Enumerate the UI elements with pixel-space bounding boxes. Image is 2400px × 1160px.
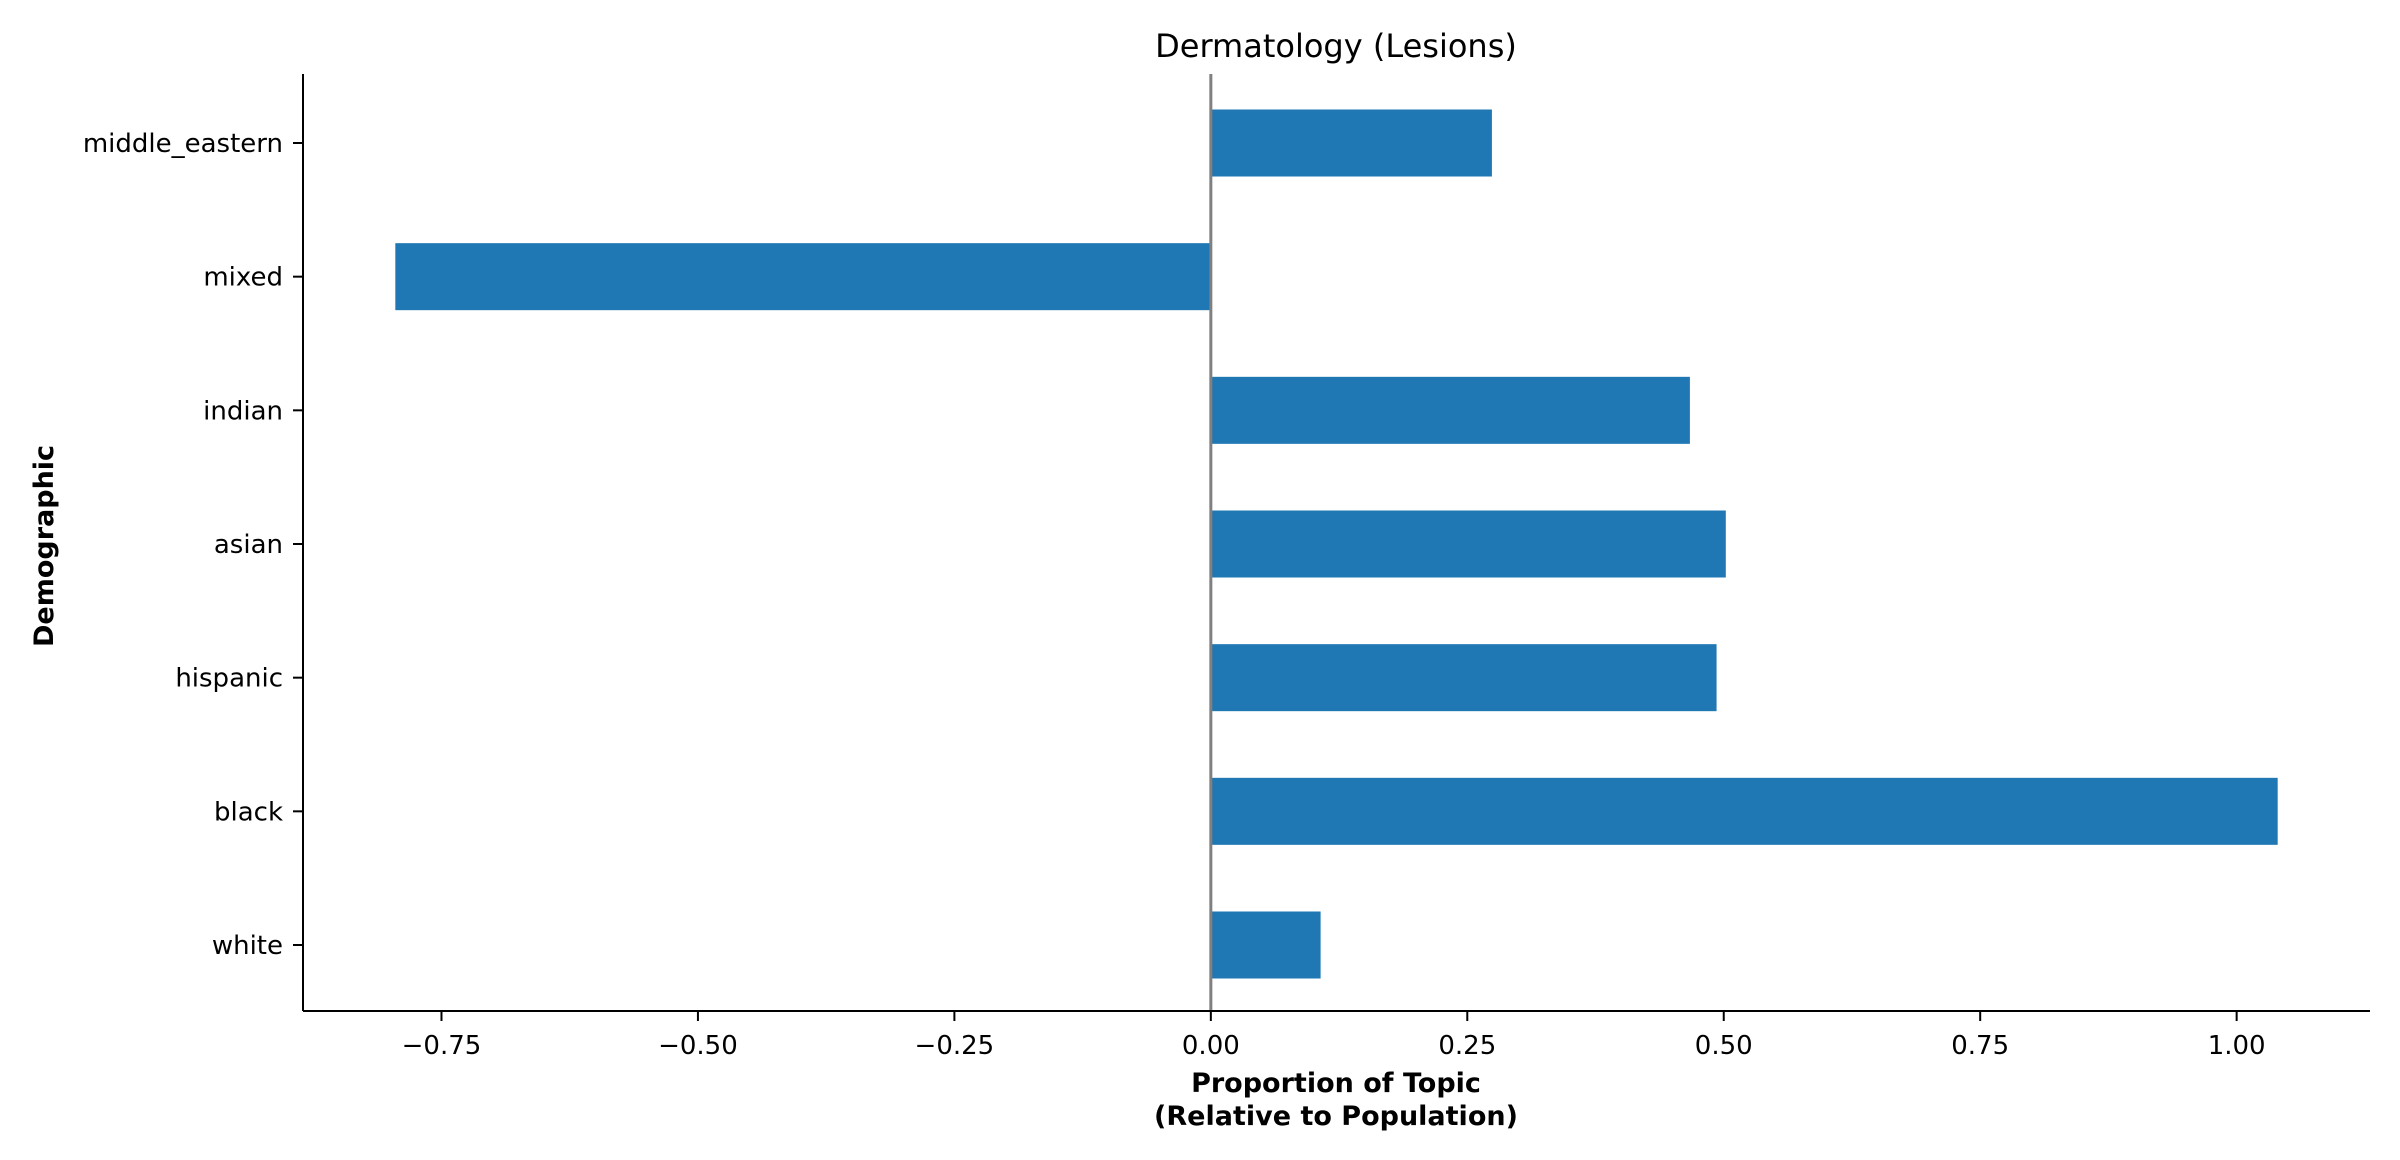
bar-indian (1210, 376, 1690, 444)
bar-middle-eastern (1210, 109, 1492, 177)
x-tick-label: 1.00 (2208, 1031, 2266, 1061)
x-tick-label: −0.50 (658, 1031, 738, 1061)
x-tick-label: −0.25 (915, 1031, 995, 1061)
x-tick-label: 0.75 (1951, 1031, 2009, 1061)
y-axis-label: Demographic (29, 445, 60, 647)
bar-hispanic (1210, 644, 1717, 712)
y-tick-label-black: black (214, 797, 283, 827)
x-axis-ticks: −0.75 −0.50 −0.25 0.00 0.25 0.50 0.75 1.00 (402, 1011, 2266, 1061)
y-tick-label-asian: asian (214, 530, 283, 560)
y-tick-label-white: white (212, 931, 283, 961)
x-axis-label-line-2: (Relative to Population) (1154, 1101, 1518, 1132)
bar-black (1210, 777, 2278, 845)
bar-asian (1210, 510, 1726, 578)
x-axis-label-line-1: Proportion of Topic (1191, 1068, 1481, 1099)
y-tick-label-indian: indian (203, 396, 283, 426)
x-tick-label: −0.75 (402, 1031, 482, 1061)
x-tick-label: 0.25 (1438, 1031, 1496, 1061)
bar-white (1210, 911, 1321, 979)
y-tick-label-hispanic: hispanic (175, 664, 283, 694)
bar-series (395, 109, 2278, 979)
bar-mixed (395, 243, 1211, 311)
x-tick-label: 0.50 (1695, 1031, 1753, 1061)
y-tick-label-middle-eastern: middle_eastern (83, 129, 283, 159)
y-axis-ticks: white black hispanic asian indian mixed middle… (83, 129, 303, 961)
x-tick-label: 0.00 (1182, 1031, 1240, 1061)
y-tick-label-mixed: mixed (203, 263, 283, 293)
chart-title: Dermatology (Lesions) (1155, 27, 1517, 65)
